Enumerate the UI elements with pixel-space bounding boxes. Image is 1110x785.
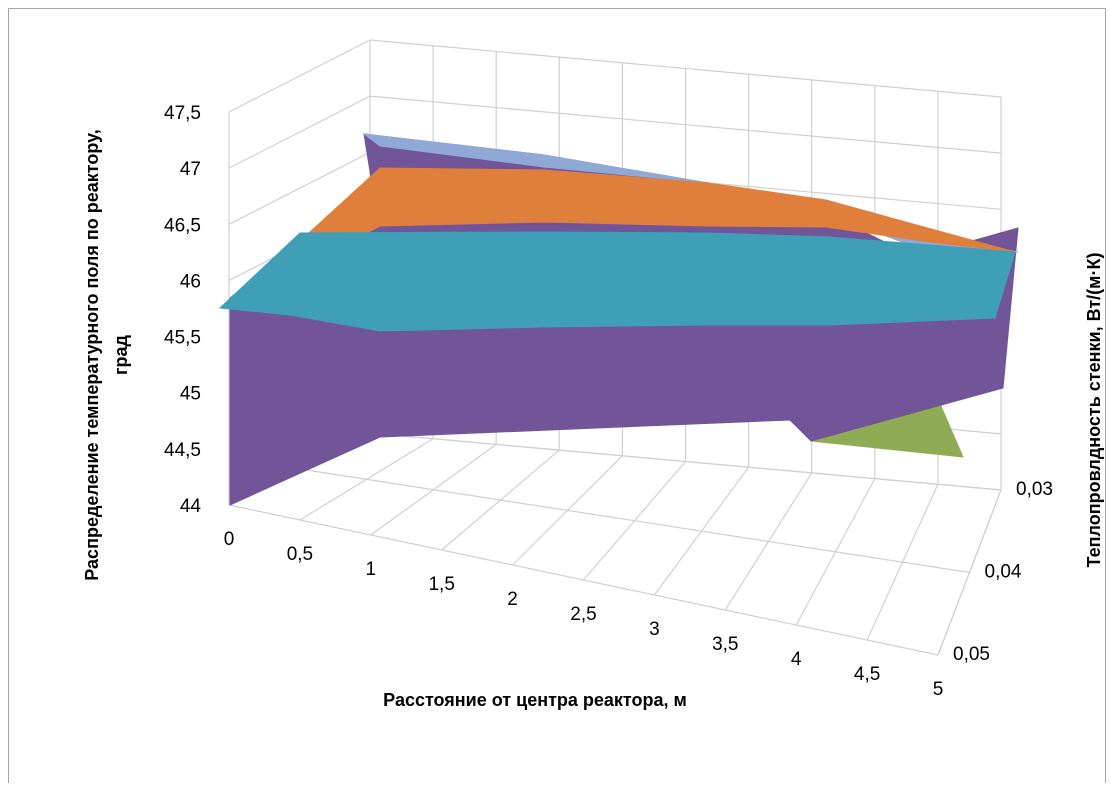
- surface-band-46-46-5: [218, 231, 1016, 332]
- x-tick-label: 4: [791, 649, 802, 670]
- z-tick-label: 44,5: [164, 440, 201, 461]
- x-tick-label: 2: [507, 589, 518, 610]
- depth-tick-label: 0,04: [985, 562, 1022, 583]
- x-tick-label: 5: [933, 679, 944, 700]
- x-tick-label: 3,5: [712, 634, 738, 655]
- x-tick-label: 2,5: [570, 604, 596, 625]
- x-tick-label: 4,5: [854, 664, 880, 685]
- chart-surface: [218, 133, 1019, 506]
- grid-line-side-z: [228, 39, 371, 113]
- grid-line-right-edge: [937, 489, 1002, 656]
- depth-tick-label: 0,05: [953, 644, 990, 665]
- grid-line-side-z: [228, 151, 371, 225]
- grid-line-side-z: [228, 95, 371, 169]
- grid-line-floor-depth: [369, 432, 1002, 491]
- z-tick-label: 46,5: [164, 215, 201, 236]
- depth-tick-label: 0,03: [1016, 479, 1053, 500]
- y-axis-title-line-1: Распределение температурного поля по реа…: [82, 129, 102, 580]
- grid-line-floor-depth: [299, 468, 970, 574]
- z-tick-label: 46: [180, 271, 201, 292]
- z-tick-label: 45,5: [164, 328, 201, 349]
- z-tick-label: 44: [180, 496, 202, 517]
- z-tick-label: 45: [180, 384, 201, 405]
- y-axis-title-line-2: град: [111, 334, 131, 375]
- chart-area: [8, 8, 1106, 783]
- depth-axis-title: Теплопровлдность стенки, Вт/(м·К): [1084, 253, 1104, 568]
- z-tick-label: 47: [180, 159, 201, 180]
- x-tick-label: 1,5: [428, 574, 454, 595]
- grid-line-floor-depth: [228, 504, 939, 656]
- x-axis-title: Расстояние от центра реактора, м: [383, 690, 687, 710]
- x-tick-label: 0,5: [287, 544, 313, 565]
- x-tick-label: 3: [649, 619, 660, 640]
- surface-band-46-5-47: [229, 167, 1016, 306]
- x-tick-label: 0: [224, 529, 235, 550]
- z-tick-label: 47,5: [164, 103, 201, 124]
- x-tick-label: 1: [366, 559, 377, 580]
- chart-tick-labels: 4444,54545,54646,54747,500,511,522,533,5…: [164, 103, 1053, 700]
